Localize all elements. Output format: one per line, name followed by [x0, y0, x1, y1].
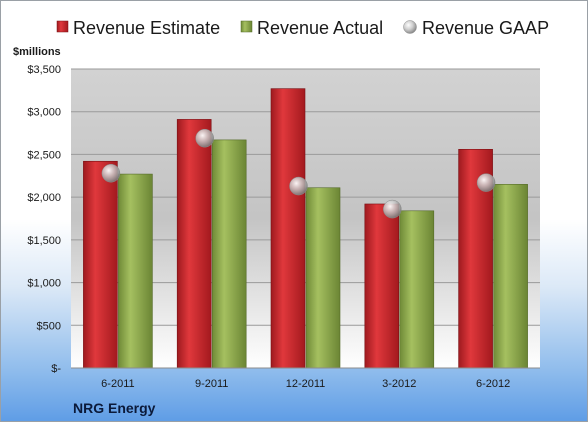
y-tick-label: $2,000	[27, 192, 61, 204]
legend-label-estimate: Revenue Estimate	[73, 18, 220, 38]
y-tick-label: $1,500	[27, 235, 61, 247]
x-tick-label: 9-2011	[195, 378, 228, 390]
bar-revenue-estimate	[83, 160, 118, 369]
legend-swatch-estimate	[56, 20, 69, 33]
bar-revenue-estimate	[364, 203, 400, 369]
gaap-marker	[476, 173, 496, 192]
bar-revenue-actual	[305, 187, 341, 369]
y-tick-label: $3,500	[27, 64, 61, 76]
bar-revenue-actual	[211, 139, 247, 369]
y-tick-label: $2,500	[27, 149, 61, 161]
bar-revenue-actual	[493, 184, 528, 369]
gaap-marker	[195, 128, 214, 148]
bar-revenue-actual	[118, 173, 153, 369]
x-tick-label: 3-2012	[382, 378, 416, 390]
x-tick-label: 6-2011	[101, 378, 134, 390]
x-tick-label: 6-2012	[476, 378, 510, 390]
bar-revenue-actual	[399, 210, 435, 369]
chart-legend: Revenue Estimate Revenue Actual Revenue …	[56, 18, 549, 38]
gaap-markers	[101, 128, 496, 219]
x-tick-label: 12-2011	[286, 378, 326, 390]
x-axis-ticks: 6-2011 9-2011 12-2011 3-2012 6-2012	[101, 378, 510, 390]
gaap-marker	[383, 199, 402, 219]
legend-label-gaap: Revenue GAAP	[422, 18, 549, 38]
company-name: NRG Energy	[73, 400, 156, 416]
y-tick-label: $500	[37, 320, 61, 332]
y-tick-label: $3,000	[27, 107, 61, 119]
legend-swatch-gaap	[403, 20, 417, 34]
gaap-marker	[101, 163, 121, 183]
legend-swatch-actual	[240, 20, 253, 33]
y-axis-ticks: $- $500 $1,000 $1,500 $2,000 $2,500 $3,000 $3,5…	[27, 64, 61, 375]
y-tick-label: $-	[51, 363, 61, 375]
legend-item-revenue-gaap: Revenue GAAP	[403, 18, 549, 38]
bar-revenue-estimate	[176, 119, 212, 369]
y-tick-label: $1,000	[27, 278, 61, 290]
legend-item-revenue-actual: Revenue Actual	[240, 18, 383, 38]
legend-label-actual: Revenue Actual	[257, 18, 383, 38]
gaap-marker	[289, 176, 308, 196]
legend-item-revenue-estimate: Revenue Estimate	[56, 18, 220, 38]
y-axis-unit-label: $millions	[13, 46, 61, 58]
bar-revenue-estimate	[270, 88, 306, 369]
